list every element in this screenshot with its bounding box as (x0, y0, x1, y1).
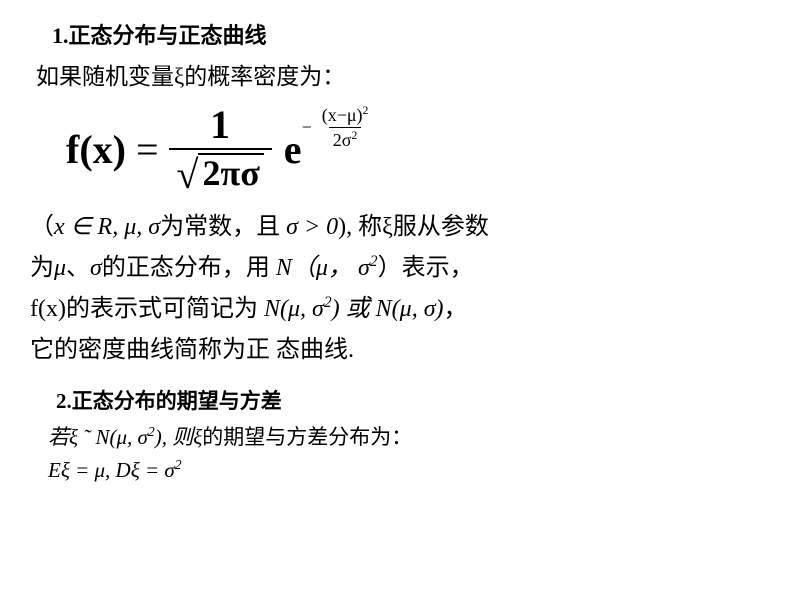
section2-line2: Eξ = μ, Dξ = σ2 (48, 454, 770, 488)
sqrt: √ 2πσ (177, 153, 264, 193)
section2-line1: 若ξ ˜ N(μ, σ2), 则ξ的期望与方差分布为： (48, 421, 770, 455)
p-l4: 它的密度曲线简称为正 态曲线. (30, 337, 354, 363)
p-l3a: f(x)的表示式可简记为 (30, 296, 264, 322)
s2-l1sup: 2 (148, 424, 155, 439)
p-l1a: （ (30, 214, 54, 240)
exp-denominator: 2σ2 (329, 127, 362, 151)
p-l1c: 为常数，且 (160, 214, 286, 240)
fraction-denominator: √ 2πσ (169, 148, 272, 193)
p-l3d: ， (444, 296, 468, 322)
fraction-numerator: 1 (202, 105, 238, 148)
density-formula: f(x) = 1 √ 2πσ e − (x−μ)2 2σ2 (66, 105, 770, 193)
p-l3c: ) 或 N(μ, σ) (332, 296, 444, 322)
p-l1e: ), 称ξ服从参数 (338, 214, 489, 240)
radical-sign: √ (177, 155, 199, 195)
p-l2e: 的正态分布，用 (102, 255, 276, 281)
s2-l1b: ), 则ξ (155, 425, 203, 449)
p-l2a: 为 (30, 255, 54, 281)
formula-lhs: f(x) (66, 126, 126, 173)
formula-fraction: 1 √ 2πσ (169, 105, 272, 193)
exponent-neg: − (302, 117, 312, 138)
section1-intro: 如果随机变量ξ的概率密度为： (36, 60, 770, 93)
section1-paragraph: （x ∈ R, μ, σ为常数，且 σ > 0), 称ξ服从参数 为μ、σ的正态… (30, 207, 770, 370)
exponent-fraction: (x−μ)2 2σ2 (318, 104, 373, 151)
exp-den-base: 2σ (333, 130, 352, 150)
p-l2sup: 2 (370, 253, 378, 270)
p-l3sup: 2 (324, 294, 332, 311)
radicand: 2πσ (198, 153, 263, 193)
exp-den-sup: 2 (351, 129, 357, 142)
exp-numerator: (x−μ)2 (318, 104, 373, 127)
p-l1d: σ > 0 (286, 214, 338, 240)
p-l2c: 、 (66, 255, 90, 281)
p-l2b: μ (54, 255, 66, 281)
e-base: e (284, 126, 302, 173)
equals-sign: = (136, 126, 159, 173)
p-l3b: N(μ, σ (264, 296, 324, 322)
exp-num-base: (x−μ) (322, 105, 363, 125)
s2-l1c: 的期望与方差分布为： (202, 425, 412, 449)
section2-heading: 2.正态分布的期望与方差 (56, 385, 770, 415)
section1-heading: 1.正态分布与正态曲线 (52, 18, 770, 50)
s2-l2a: Eξ = μ, Dξ = σ (48, 458, 175, 482)
p-l2g: ）表示， (378, 255, 474, 281)
s2-l1a: 若ξ ˜ N(μ, σ (48, 425, 148, 449)
p-l2f: N（μ， σ (276, 255, 370, 281)
exp-num-sup: 2 (363, 104, 369, 117)
s2-l2sup: 2 (175, 457, 182, 472)
p-l1b: x ∈ R, μ, σ (54, 214, 160, 240)
p-l2d: σ (90, 255, 102, 281)
